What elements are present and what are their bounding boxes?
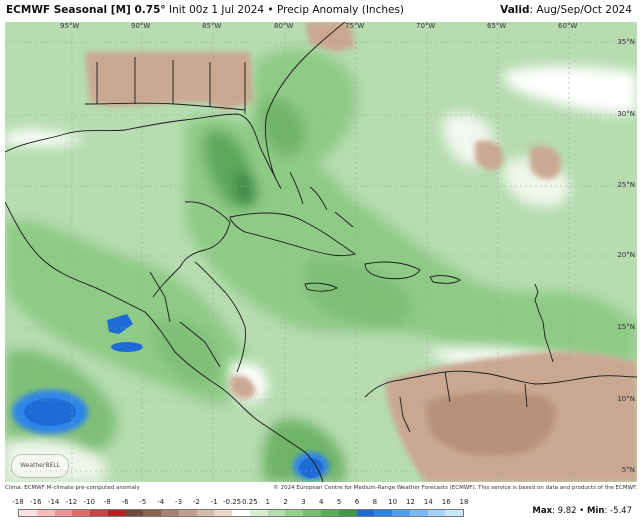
legend-tick-label: -5 <box>139 498 147 506</box>
legend-tick-label: 4 <box>319 498 324 506</box>
anomaly-shading <box>5 48 637 482</box>
legend-swatch <box>267 510 286 516</box>
legend-tick-label: 0.25 <box>242 498 258 506</box>
credits-bar: Clima: ECMWF M-climate pre-computed anom… <box>5 484 637 494</box>
legend-swatch <box>427 510 446 516</box>
watermark-logo: WeatherBELL <box>11 454 69 478</box>
legend-swatch <box>54 510 73 516</box>
copyright-note: © 2024 European Centre for Medium-Range … <box>273 485 637 491</box>
lon-label: 95°W <box>60 22 80 30</box>
coastlines <box>5 22 637 482</box>
wet-anomaly-cores <box>12 314 329 480</box>
lat-label: 30°N <box>617 110 635 118</box>
legend-tick-label: -16 <box>30 498 42 506</box>
legend-swatch <box>196 510 215 516</box>
legend-swatch <box>232 510 250 516</box>
legend-swatch <box>214 510 233 516</box>
map-title: ECMWF Seasonal [M] 0.75° Init 00z 1 Jul … <box>6 4 404 16</box>
lat-label: 20°N <box>617 251 635 259</box>
legend-tick-label: 10 <box>388 498 398 506</box>
lon-label: 65°W <box>487 22 507 30</box>
max-label: Max <box>532 506 553 516</box>
legend-swatch <box>125 510 144 516</box>
title-model: ECMWF Seasonal [M] 0.75° <box>6 4 166 16</box>
max-min-stats: Max: 9.82 • Min: -5.47 <box>532 506 632 516</box>
legend-tick-label: 14 <box>423 498 433 506</box>
legend-swatch <box>161 510 179 516</box>
lon-label: 85°W <box>202 22 222 30</box>
legend-tick-label: 6 <box>354 498 360 506</box>
legend-tick-label: -6 <box>121 498 129 506</box>
legend-tick-label: 12 <box>406 498 415 506</box>
legend-tick-label: 5 <box>336 498 342 506</box>
climatology-note: Clima: ECMWF M-climate pre-computed anom… <box>5 485 140 491</box>
lon-label: 75°W <box>345 22 365 30</box>
legend-tick-label: -14 <box>47 498 60 506</box>
legend-swatch <box>143 510 162 516</box>
legend-tick-label: -3 <box>175 498 183 506</box>
legend-swatch <box>178 510 197 516</box>
legend-tick-label: -2 <box>192 498 200 506</box>
legend-swatch <box>338 510 357 516</box>
legend-ticks: -18 -16 -14 -12 -10 -8 -6 -5 -4 -3 -2 -1 -0.25 0.25 1 2… <box>12 496 468 508</box>
legend-swatch <box>409 510 428 516</box>
valid-period: Valid: Aug/Sep/Oct 2024 <box>500 4 632 16</box>
stats-separator: • <box>576 506 587 516</box>
legend-tick-label: 1 <box>265 498 270 506</box>
legend-swatch <box>72 510 91 516</box>
legend-swatch <box>107 510 126 516</box>
lat-label: 10°N <box>617 395 635 403</box>
valid-label: Valid <box>500 4 530 16</box>
lat-label: 25°N <box>617 181 635 189</box>
legend-tick-label: 8 <box>372 498 378 506</box>
map-canvas <box>5 22 637 482</box>
lat-label: 5°N <box>621 466 635 474</box>
legend-swatch <box>249 510 268 516</box>
header: ECMWF Seasonal [M] 0.75° Init 00z 1 Jul … <box>0 0 640 22</box>
legend-tick-label: -18 <box>12 498 24 506</box>
title-description: Init 00z 1 Jul 2024 • Precip Anomaly (In… <box>165 4 405 16</box>
legend-swatch <box>392 510 410 516</box>
valid-value: : Aug/Sep/Oct 2024 <box>529 4 632 16</box>
legend-swatch <box>445 510 464 516</box>
min-label: Min <box>587 506 605 516</box>
legend-tick-label: 18 <box>459 498 469 506</box>
lon-label: 90°W <box>131 22 151 30</box>
legend-swatch <box>36 510 55 516</box>
legend-swatch <box>303 510 322 516</box>
legend-swatch <box>356 510 375 516</box>
precip-anomaly-map: 95°W 90°W 85°W 80°W 75°W 70°W 65°W 60°W … <box>5 22 637 482</box>
dry-anomaly-areas <box>85 22 637 482</box>
legend-tick-label: -4 <box>157 498 165 506</box>
legend-swatch <box>285 510 304 516</box>
max-value: : 9.82 <box>552 506 577 516</box>
lon-label: 70°W <box>416 22 436 30</box>
color-legend: -18 -16 -14 -12 -10 -8 -6 -5 -4 -3 -2 -1 -0.25 0.25 1 2… <box>12 496 468 524</box>
legend-swatch <box>90 510 108 516</box>
lon-label: 80°W <box>274 22 294 30</box>
legend-tick-label: -1 <box>210 498 218 506</box>
legend-tick-label: 3 <box>301 498 306 506</box>
lon-label: 60°W <box>558 22 578 30</box>
legend-swatch <box>321 510 339 516</box>
legend-swatch <box>19 510 37 516</box>
legend-swatch <box>374 510 393 516</box>
legend-tick-label: -10 <box>83 498 96 506</box>
min-value: : -5.47 <box>604 506 632 516</box>
legend-tick-label: -8 <box>103 498 111 506</box>
lat-label: 35°N <box>617 38 635 46</box>
lat-lon-grid <box>5 22 637 482</box>
legend-swatches <box>18 509 464 517</box>
legend-tick-label: 16 <box>441 498 451 506</box>
legend-tick-label: -12 <box>65 498 78 506</box>
legend-tick-label: -0.25 <box>223 498 242 506</box>
legend-tick-label: 2 <box>283 498 288 506</box>
lat-label: 15°N <box>617 323 635 331</box>
